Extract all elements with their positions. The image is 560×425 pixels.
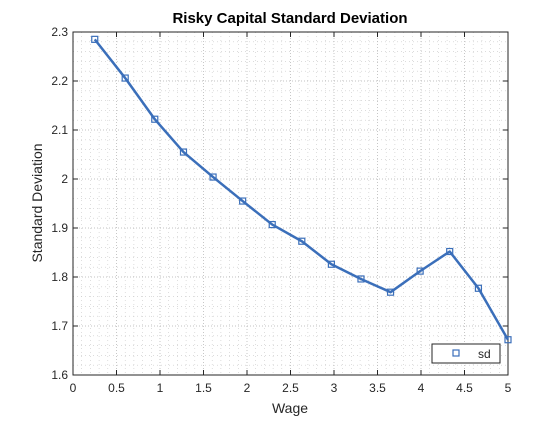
y-tick-label: 1.8 [51, 270, 68, 284]
y-tick-label: 2.1 [51, 123, 68, 137]
legend-box [431, 343, 501, 364]
x-tick-label: 5 [505, 381, 512, 395]
y-tick-label: 1.9 [51, 221, 68, 235]
y-axis-label: Standard Deviation [29, 143, 45, 262]
data-point-marker [121, 74, 129, 82]
x-axis-label: Wage [272, 400, 308, 416]
x-tick-label: 3 [331, 381, 338, 395]
data-point-marker [474, 284, 483, 292]
chart-title: Risky Capital Standard Deviation [172, 10, 407, 27]
y-tick-label: 2.3 [51, 25, 68, 39]
x-tick-label: 3.5 [369, 381, 386, 395]
grid-lines [72, 31, 509, 376]
legend-label: sd [478, 347, 491, 361]
x-tick-label: 2.5 [282, 381, 299, 395]
y-tick-label: 2 [61, 172, 68, 186]
x-tick-label: 1.5 [195, 381, 212, 395]
data-point-marker [209, 173, 217, 181]
y-tick-label: 1.7 [51, 319, 68, 333]
data-point-marker [151, 115, 159, 123]
x-tick-label: 2 [244, 381, 251, 395]
legend: sd [431, 343, 501, 364]
y-tick-label: 1.6 [51, 368, 68, 382]
data-point-marker [239, 197, 247, 205]
x-tick-label: 0 [70, 381, 77, 395]
series-line-sd [93, 38, 510, 341]
x-tick-label: 4 [418, 381, 425, 395]
data-point-marker [91, 35, 99, 43]
data-point-marker [179, 148, 188, 156]
data-point-marker [504, 336, 512, 344]
data-point-marker [416, 267, 424, 275]
y-tick-label: 2.2 [51, 74, 68, 88]
data-point-marker [327, 260, 335, 268]
data-point-marker [386, 288, 395, 296]
data-point-marker [357, 275, 365, 283]
x-tick-label: 0.5 [108, 381, 125, 395]
x-tick-label: 4.5 [456, 381, 473, 395]
x-tick-label: 1 [157, 381, 164, 395]
data-point-marker [446, 247, 454, 256]
data-point-marker [298, 237, 306, 245]
legend-marker [452, 349, 460, 357]
data-point-marker [268, 220, 276, 229]
tick-marks [72, 31, 509, 376]
